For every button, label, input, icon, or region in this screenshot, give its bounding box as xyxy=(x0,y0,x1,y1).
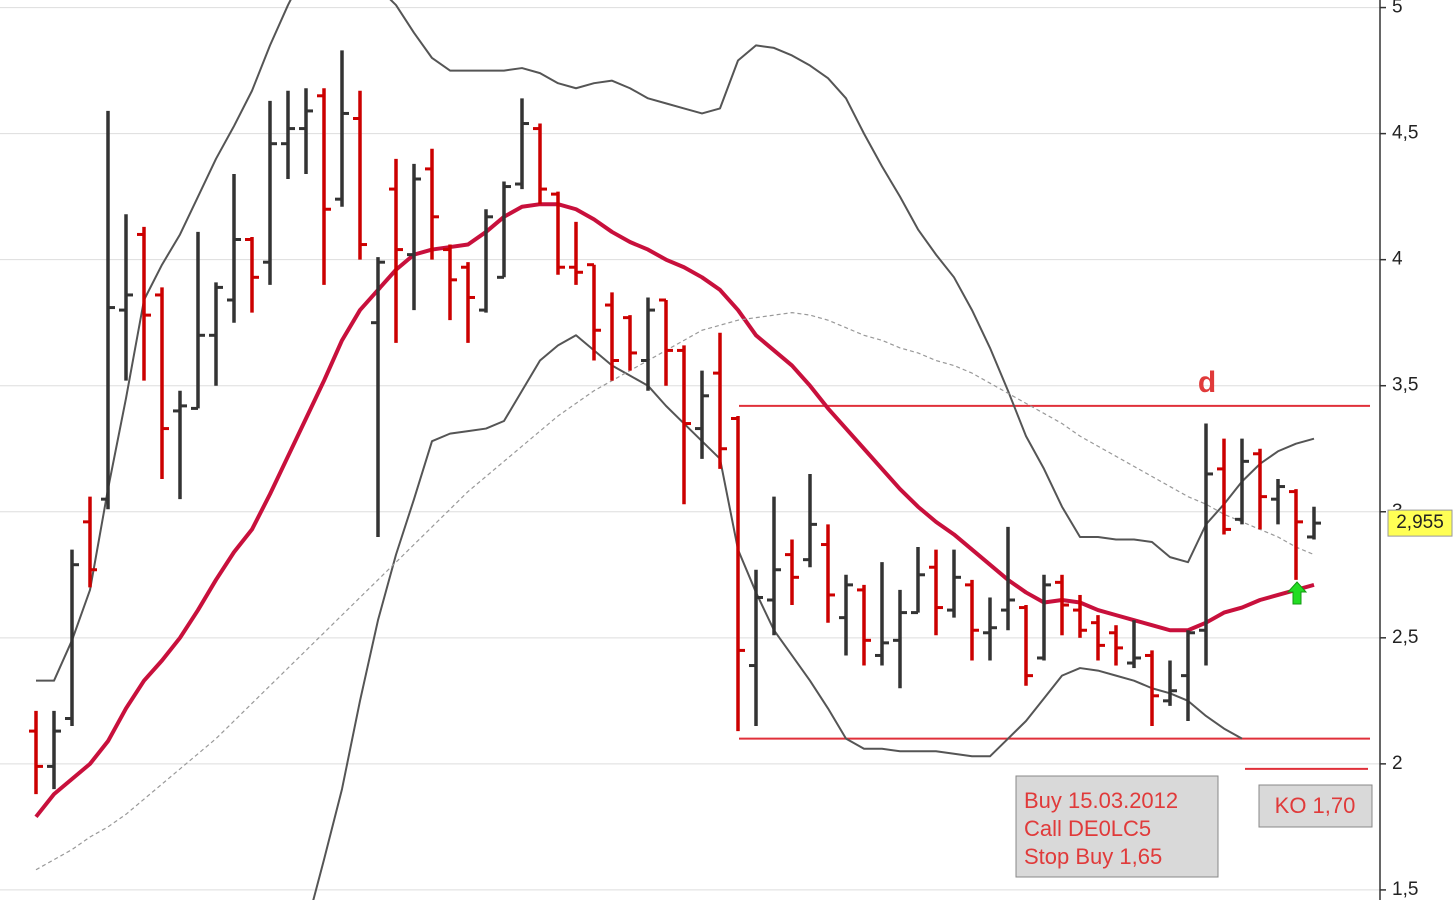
ohlc-bar xyxy=(677,345,691,505)
ohlc-bar xyxy=(407,163,421,311)
ohlc-bar xyxy=(1163,660,1177,706)
ohlc-bar xyxy=(1001,526,1015,631)
ohlc-bar xyxy=(227,173,241,323)
ohlc-bar xyxy=(1199,423,1213,666)
y-tick-label: 1,5 xyxy=(1392,879,1418,900)
ohlc-bar xyxy=(749,569,763,727)
ohlc-bar xyxy=(1055,574,1069,636)
ohlc-bar xyxy=(767,496,781,636)
ohlc-bar xyxy=(1307,506,1321,540)
y-tick-label: 4 xyxy=(1392,249,1403,270)
ohlc-bar xyxy=(1109,625,1123,666)
y-tick-label: 3,5 xyxy=(1392,375,1418,396)
ohlc-bar xyxy=(623,315,637,371)
ohlc-bar xyxy=(857,584,871,666)
last-price-label: 2,955 xyxy=(1396,512,1444,533)
overlay-line xyxy=(35,312,1315,871)
ohlc-bar xyxy=(785,539,799,606)
ohlc-bar xyxy=(479,209,493,313)
ohlc-bar xyxy=(839,574,853,656)
ohlc-bar xyxy=(659,298,673,386)
ohlc-bar xyxy=(497,181,511,279)
ohlc-bar xyxy=(947,549,961,618)
ohlc-bar xyxy=(803,473,817,568)
ohlc-bar xyxy=(389,158,403,343)
overlay-line xyxy=(36,0,1315,682)
ohlc-bar xyxy=(821,524,835,623)
ohlc-bar xyxy=(353,90,367,260)
ohlc-bar xyxy=(713,332,727,469)
y-tick-label: 2 xyxy=(1392,753,1403,774)
ohlc-bar xyxy=(1073,594,1087,638)
ohlc-bar xyxy=(1235,438,1249,525)
pattern-label: d xyxy=(1198,366,1216,399)
ohlc-bar xyxy=(191,231,205,410)
y-tick-label: 4,5 xyxy=(1392,123,1418,144)
ohlc-bar xyxy=(893,589,907,689)
ohlc-bar xyxy=(1037,574,1051,661)
ohlc-bar xyxy=(443,244,457,321)
ohlc-bar xyxy=(299,88,313,174)
ohlc-bar xyxy=(605,292,619,381)
overlay-line xyxy=(34,202,1315,819)
ohlc-bar xyxy=(1253,448,1267,530)
ohlc-bar xyxy=(1091,615,1105,661)
ohlc-bar xyxy=(533,123,547,205)
ohlc-bar xyxy=(209,282,223,386)
buy-box xyxy=(1015,775,1219,878)
ohlc-bar xyxy=(587,263,601,361)
ohlc-bar xyxy=(47,710,61,790)
ohlc-bar xyxy=(137,226,151,381)
ohlc-bar xyxy=(155,287,169,479)
ohlc-bar xyxy=(875,562,889,666)
ohlc-bar xyxy=(569,221,583,285)
ohlc-bar xyxy=(929,549,943,636)
ohlc-bar xyxy=(965,579,979,661)
ohlc-bar xyxy=(173,390,187,500)
ohlc-bar xyxy=(983,597,997,661)
ohlc-bar xyxy=(1019,605,1033,686)
ohlc-bar xyxy=(461,262,475,343)
buy-arrow xyxy=(1286,581,1308,605)
ohlc-bar xyxy=(731,415,745,732)
y-tick-label: 2,5 xyxy=(1392,627,1418,648)
ohlc-bar xyxy=(515,98,529,190)
ohlc-bar xyxy=(1145,650,1159,727)
grid xyxy=(0,6,1386,891)
last-price-box xyxy=(1387,509,1453,537)
ohlc-bar xyxy=(119,214,133,381)
ohlc-bar xyxy=(281,90,295,179)
ohlc-bar xyxy=(425,148,439,260)
ohlc-bar xyxy=(65,549,79,727)
ohlc-bar xyxy=(1217,438,1231,535)
ohlc-bar xyxy=(29,710,43,795)
ohlc-bar xyxy=(263,100,277,285)
plot-area xyxy=(29,0,1370,900)
ohlc-bar xyxy=(101,110,115,510)
ohlc-bar xyxy=(641,297,655,391)
buy-line: Stop Buy 1,65 xyxy=(1024,844,1162,869)
ko-box xyxy=(1258,784,1373,828)
ohlc-bar xyxy=(1289,489,1303,580)
ohlc-bar xyxy=(83,496,97,588)
buy-line: Call DE0LC5 xyxy=(1024,816,1151,841)
ko-label: KO 1,70 xyxy=(1275,793,1356,818)
ohlc-bar xyxy=(317,88,331,285)
ohlc-bar xyxy=(1271,478,1285,525)
ohlc-bar xyxy=(911,547,925,615)
ohlc-bar xyxy=(551,191,565,275)
ohlc-bar xyxy=(1127,620,1141,669)
ohlc-bar xyxy=(371,257,385,537)
ohlc-bar xyxy=(245,236,259,313)
ohlc-bar xyxy=(695,370,709,459)
ohlc-bar xyxy=(1181,630,1195,722)
ohlc-bar xyxy=(335,50,349,207)
y-tick-label: 5 xyxy=(1392,0,1403,18)
buy-line: Buy 15.03.2012 xyxy=(1024,788,1178,813)
